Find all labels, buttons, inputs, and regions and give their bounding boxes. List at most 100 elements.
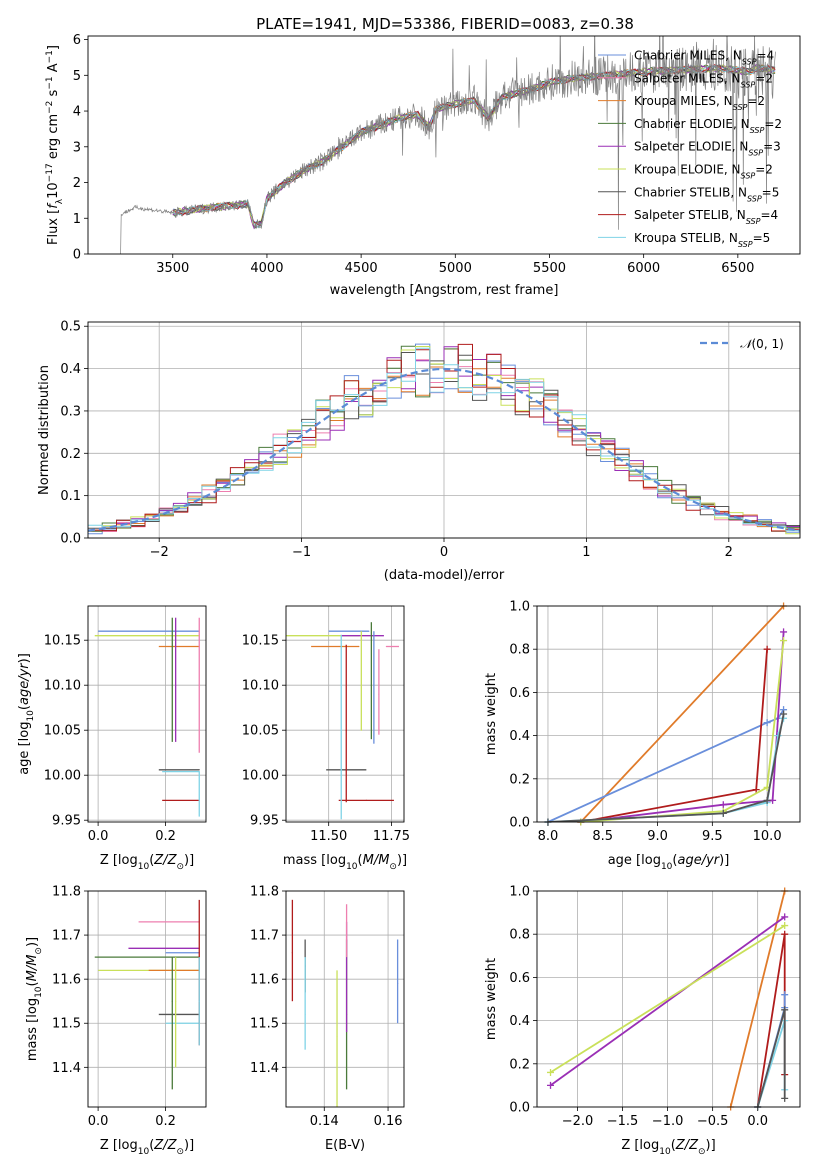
legend-text: Kroupa STELIB, N: [634, 231, 738, 245]
y-tick-label: 0.1: [60, 489, 81, 504]
legend-n: =4: [760, 208, 778, 222]
legend-entry: Salpeter ELODIE, NSSP=3: [634, 140, 781, 158]
data-point: [304, 1013, 306, 1016]
x-tick-label: 3500: [156, 261, 189, 276]
data-point: [336, 1035, 338, 1038]
y-axis-label: Normed distribution: [37, 365, 52, 495]
label-part: ⊙: [389, 862, 397, 872]
panel-mass-vs-Z: 0.0 0.211.411.511.611.711.8Z [log10(Z/Z⊙)…: [25, 885, 206, 1157]
y-tick-label: 0.4: [509, 1014, 530, 1029]
legend-text: Chabrier MILES, N: [634, 49, 742, 63]
label-part: )]: [719, 853, 729, 868]
legend-entry: Kroupa ELODIE, NSSP=2: [634, 163, 773, 181]
y-tick-label: 0.2: [60, 447, 81, 462]
plus-marker: [719, 809, 727, 817]
y-tick-label: 11.8: [250, 885, 279, 900]
x-tick-label: 8.0: [538, 829, 559, 844]
legend-n: =3: [763, 140, 781, 154]
x-tick-label: 5500: [533, 261, 566, 276]
y-tick-label: 1: [73, 212, 81, 227]
label-part: −1: [45, 50, 55, 63]
y-tick-label: 11.8: [52, 885, 81, 900]
axes-frame: [285, 890, 405, 1108]
y-tick-label: 10.15: [44, 634, 81, 649]
legend-text: Kroupa ELODIE, N: [634, 163, 741, 177]
label-part: 10: [26, 710, 36, 722]
figure-title: PLATE=1941, MJD=53386, FIBERID=0083, z=0…: [256, 15, 634, 33]
y-tick-label: 0: [73, 248, 81, 263]
data-point: [360, 729, 362, 731]
label-part: )]: [184, 1138, 194, 1153]
label-part: (: [149, 853, 154, 868]
x-tick-label: −0.5: [697, 1114, 729, 1129]
plus-marker: [781, 930, 789, 938]
data-point: [368, 630, 370, 632]
x-tick-label: 0.2: [155, 829, 176, 844]
plus-marker: [547, 1081, 555, 1089]
label-part: Z/Z: [153, 1138, 177, 1153]
plus-marker: [719, 801, 727, 809]
legend-entry: 𝒩(0, 1): [740, 337, 784, 351]
legend-n: =5: [753, 231, 771, 245]
y-tick-label: 10.15: [242, 634, 279, 649]
label-part: 10: [661, 862, 673, 872]
legend-text: 𝒩: [740, 337, 755, 351]
x-tick-label: 8.5: [592, 829, 613, 844]
plus-marker: [752, 786, 760, 794]
data-point: [198, 684, 200, 686]
label-part: f: [46, 202, 61, 209]
panel-mass-weight-vs-Z: −2.0 −1.5 −1.0 −0.5 0.0 0.0 0.2 0.4 0.6 0.8 1.0 Z […: [484, 885, 800, 1157]
y-tick-label: 1.0: [509, 600, 530, 615]
y-axis-label: mass [log10(M/M⊙)]: [25, 937, 44, 1061]
y-tick-label: 0.8: [509, 643, 530, 658]
y-tick-label: 11.5: [52, 1017, 81, 1032]
legend-sub: SSP: [733, 103, 748, 112]
label-part: Z/Z: [675, 1138, 699, 1153]
axes-frame: [87, 890, 207, 1108]
data-point: [175, 684, 177, 686]
y-tick-label: 0.2: [509, 772, 530, 787]
y-tick-label: 0.6: [509, 971, 530, 986]
mass-weight-line: [729, 891, 786, 1107]
label-part: mass [log: [25, 998, 40, 1061]
data-point: [397, 982, 399, 985]
y-tick-label: 11.4: [52, 1061, 81, 1076]
y-tick-label: 2: [73, 176, 81, 191]
legend-n: =4: [756, 49, 774, 63]
legend-entry: Kroupa STELIB, NSSP=5: [634, 231, 770, 249]
label-part: mass [log: [283, 853, 346, 868]
x-axis-label: Z [log10(Z/Z⊙)]: [100, 853, 194, 872]
label-part: age [log: [17, 722, 32, 775]
y-tick-label: 11.6: [250, 973, 279, 988]
data-point: [345, 978, 348, 980]
data-point: [198, 769, 200, 771]
plus-marker: [780, 628, 788, 636]
x-axis-label: mass [log10(M/M⊙)]: [283, 853, 407, 872]
x-tick-label: −1.5: [607, 1114, 639, 1129]
x-axis-label: (data-model)/error: [384, 568, 505, 583]
data-point: [198, 771, 200, 773]
y-tick-label: 0.0: [509, 816, 530, 831]
label-part: −17: [45, 163, 55, 182]
legend-text: Salpeter ELODIE, N: [634, 140, 748, 154]
x-tick-label: 5000: [439, 261, 472, 276]
x-tick-label: 10.0: [753, 829, 782, 844]
label-part: 10: [34, 986, 44, 998]
legend-entry: Chabrier ELODIE, NSSP=2: [634, 117, 782, 134]
legend-sub: SSP: [747, 194, 762, 203]
y-tick-label: 6: [73, 33, 81, 48]
plus-marker: [781, 1006, 789, 1014]
plus-marker: [781, 991, 789, 999]
x-axis-label: age [log10(age/yr)]: [608, 853, 730, 872]
y-tick-label: 10.00: [242, 769, 279, 784]
legend-sub: SSP: [750, 125, 765, 134]
label-part: ⊙: [34, 947, 44, 955]
histogram-step-line: [88, 347, 800, 532]
y-tick-label: 0.5: [60, 320, 81, 335]
label-part: (: [17, 705, 32, 710]
y-tick-label: 11.7: [52, 929, 81, 944]
mass-weight-line: [549, 916, 786, 1087]
plus-marker: [780, 710, 788, 718]
label-part: )]: [397, 853, 407, 868]
label-part: −1: [45, 76, 55, 89]
